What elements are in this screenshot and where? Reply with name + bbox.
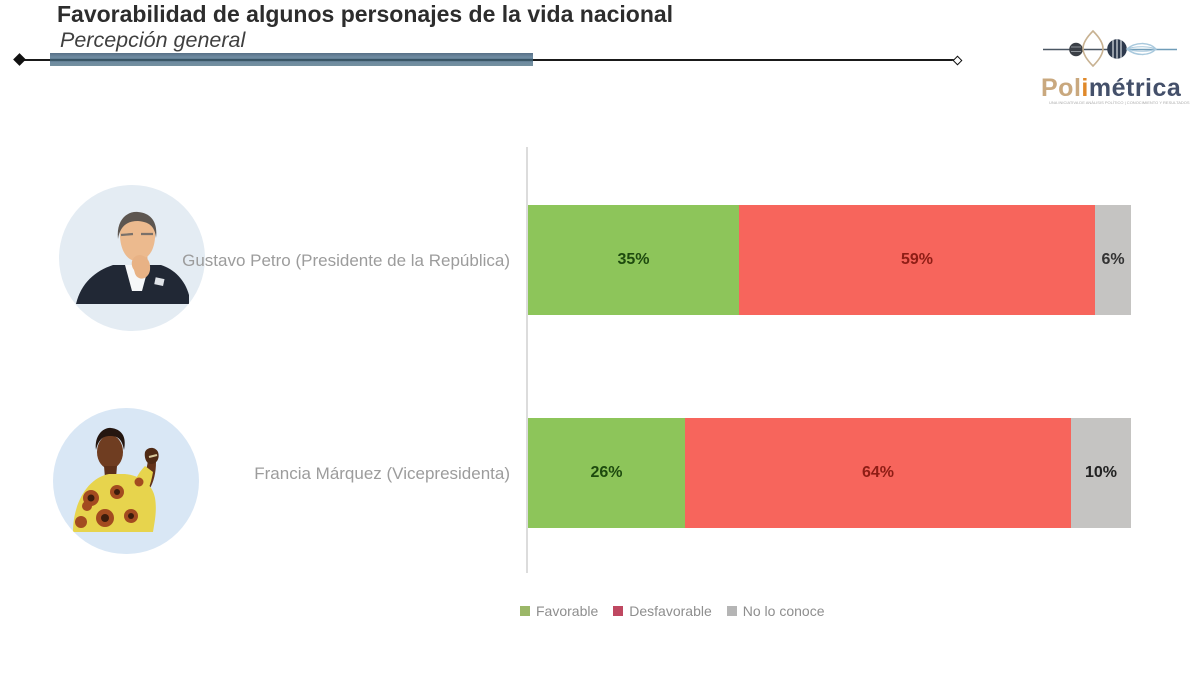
svg-text:Polimétrica: Polimétrica — [1041, 74, 1182, 102]
svg-text:UNA INICIATIVA DE ANÁLISIS POL: UNA INICIATIVA DE ANÁLISIS POLÍTICO | CO… — [1049, 100, 1190, 105]
